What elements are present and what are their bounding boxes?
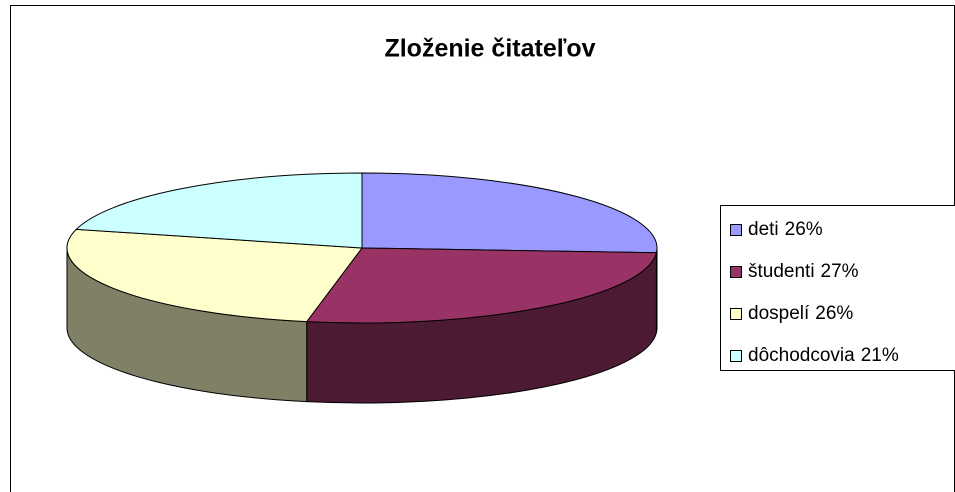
legend-value: 26% (815, 303, 853, 324)
slice (305, 247, 658, 324)
legend-name: dospelí (748, 303, 810, 324)
slice (66, 228, 363, 323)
legend-value: 26% (785, 219, 823, 240)
legend-name: dôchodcovia (748, 345, 855, 366)
legend-value: 21% (861, 345, 899, 366)
legend-name: deti (748, 219, 779, 240)
legend-swatch (730, 350, 742, 362)
pie (66, 172, 658, 404)
legend-label: študenti 27% (748, 261, 859, 282)
legend-swatch (730, 308, 742, 320)
legend-name: študenti (748, 261, 815, 282)
legend: deti 26%študenti 27%dospelí 26%dôchodcovia 2… (730, 219, 899, 366)
legend-value: 27% (821, 261, 859, 282)
legend-swatch (730, 224, 742, 236)
legend-box (720, 205, 955, 371)
slice (361, 172, 658, 254)
legend-label: dospelí 26% (748, 303, 853, 324)
legend-swatch (730, 266, 742, 278)
chart-title: Zloženie čitateľov (384, 35, 595, 63)
slice (75, 172, 363, 249)
legend-label: dôchodcovia 21% (748, 345, 899, 366)
legend-label: deti 26% (748, 219, 823, 240)
